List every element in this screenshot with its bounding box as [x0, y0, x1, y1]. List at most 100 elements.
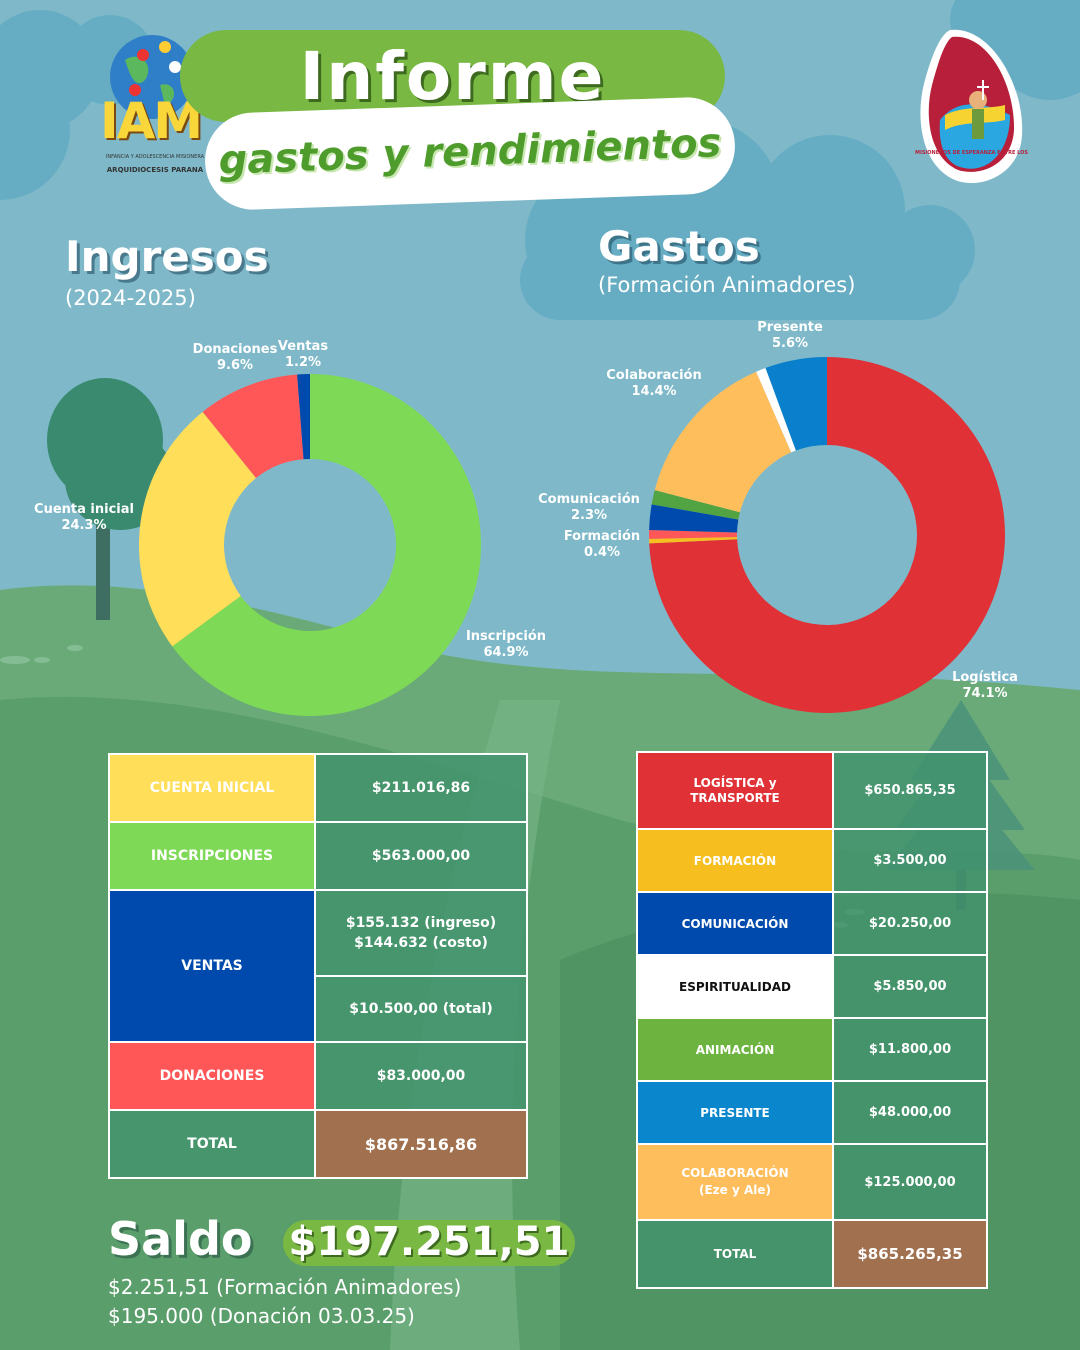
label-presente-name: Presente [757, 320, 823, 335]
gastos-donut-chart [649, 357, 1005, 713]
gastos-slice-4 [651, 490, 740, 520]
row-label-total-gastos: TOTAL [636, 1219, 834, 1289]
row-value-colaboracion: $125.000,00 [832, 1143, 988, 1221]
row-value-total: $867.516,86 [314, 1109, 528, 1179]
table-row: ESPIRITUALIDAD $5.850,00 [636, 954, 988, 1019]
page-subtitle: gastos y rendimientos [217, 120, 723, 184]
gastos-slice-5 [654, 371, 792, 513]
ingresos-slice-0 [172, 374, 481, 716]
gastos-slice-0 [649, 357, 1005, 713]
row-label-presente: PRESENTE [636, 1080, 834, 1145]
ingresos-slice-3 [297, 374, 310, 460]
ingresos-donut-chart [139, 374, 481, 716]
row-value-ventas-detail: $155.132 (ingreso) $144.632 (costo) [314, 889, 528, 977]
row-label-logistica-1: LOGÍSTICA y [693, 775, 777, 790]
label-inscripcion: Inscripción 64.9% [444, 629, 568, 661]
row-label-total: TOTAL [108, 1109, 316, 1179]
label-formacion: Formación 0.4% [550, 529, 654, 561]
label-presente-value: 5.6% [771, 336, 809, 351]
gastos-table: LOGÍSTICA y TRANSPORTE $650.865,35 FORMA… [636, 751, 988, 1289]
label-formacion-value: 0.4% [583, 545, 621, 560]
label-ventas-value: 1.2% [284, 355, 322, 370]
label-colaboracion: Colaboración 14.4% [598, 368, 710, 400]
table-row: LOGÍSTICA y TRANSPORTE $650.865,35 [636, 751, 988, 830]
row-value-espiritualidad: $5.850,00 [832, 954, 988, 1019]
gastos-slice-7 [765, 357, 827, 451]
table-row: PRESENTE $48.000,00 [636, 1080, 988, 1145]
label-cuenta-inicial-value: 24.3% [61, 518, 107, 533]
row-value-cuenta-inicial: $211.016,86 [314, 753, 528, 823]
gastos-slice-1 [649, 536, 738, 544]
row-label-ventas: VENTAS [108, 889, 316, 1043]
misioneros-logo-text: MISIONEROS DE ESPERANZA ENTRE LOS PUEBLO… [915, 150, 1030, 156]
gastos-title: Gastos [598, 222, 760, 271]
label-colaboracion-value: 14.4% [631, 384, 677, 399]
saldo-value: $197.251,51 [288, 1219, 570, 1265]
saldo-line-2: $195.000 (Donación 03.03.25) [108, 1304, 415, 1328]
saldo-line-1: $2.251,51 (Formación Animadores) [108, 1275, 462, 1299]
ingresos-slice-1 [139, 411, 257, 647]
row-label-animacion: ANIMACIÓN [636, 1017, 834, 1082]
row-label-inscripciones: INSCRIPCIONES [108, 821, 316, 891]
ingresos-subtitle: (2024-2025) [65, 286, 196, 310]
label-comunicacion: Comunicación 2.3% [530, 492, 648, 524]
ingresos-title: Ingresos [65, 232, 269, 281]
label-inscripcion-name: Inscripción [465, 629, 547, 644]
table-row: TOTAL $865.265,35 [636, 1219, 988, 1289]
label-presente: Presente 5.6% [740, 320, 840, 352]
row-label-colaboracion-2: (Eze y Ale) [698, 1183, 771, 1197]
label-comunicacion-name: Comunicación [538, 492, 640, 507]
gastos-subtitle: (Formación Animadores) [598, 273, 856, 297]
ingresos-table: CUENTA INICIAL $211.016,86 INSCRIPCIONES… [108, 753, 528, 1179]
row-label-espiritualidad: ESPIRITUALIDAD [636, 954, 834, 1019]
row-value-donaciones: $83.000,00 [314, 1041, 528, 1111]
table-row: VENTAS $155.132 (ingreso) $144.632 (cost… [108, 889, 528, 1043]
label-donaciones-name: Donaciones [192, 342, 278, 357]
row-value-total-gastos: $865.265,35 [832, 1219, 988, 1289]
row-label-cuenta-inicial: CUENTA INICIAL [108, 753, 316, 823]
ventas-costo: $144.632 (costo) [354, 935, 488, 951]
gastos-slice-3 [649, 504, 739, 533]
row-label-logistica-2: TRANSPORTE [690, 790, 780, 805]
iam-logo-caption-2: ARQUIDIÓCESIS PARANÁ [106, 166, 204, 174]
label-ventas-name: Ventas [277, 339, 329, 354]
table-row: CUENTA INICIAL $211.016,86 [108, 753, 528, 823]
label-cuenta-inicial-name: Cuenta inicial [34, 502, 134, 517]
label-logistica: Logística 74.1% [930, 670, 1040, 702]
table-row: $10.500,00 (total) [109, 975, 528, 1043]
row-value-comunicacion: $20.250,00 [832, 891, 988, 956]
misioneros-logo [920, 29, 1023, 183]
table-row: FORMACIÓN $3.500,00 [636, 828, 988, 893]
table-row: INSCRIPCIONES $563.000,00 [108, 821, 528, 891]
row-label-colaboracion-1: COLABORACIÓN [681, 1166, 789, 1180]
label-donaciones: Donaciones 9.6% [180, 342, 290, 374]
label-donaciones-value: 9.6% [216, 358, 254, 373]
label-cuenta-inicial: Cuenta inicial 24.3% [25, 502, 143, 534]
gastos-slice-2 [649, 529, 738, 539]
table-row: TOTAL $867.516,86 [108, 1109, 528, 1179]
label-colaboracion-name: Colaboración [606, 368, 702, 383]
saldo-pill [283, 1220, 575, 1266]
row-value-inscripciones: $563.000,00 [314, 821, 528, 891]
label-ventas: Ventas 1.2% [272, 339, 334, 371]
table-row: DONACIONES $83.000,00 [108, 1041, 528, 1111]
gastos-slice-6 [756, 367, 796, 453]
row-value-logistica: $650.865,35 [832, 751, 988, 830]
label-formacion-name: Formación [563, 529, 641, 544]
label-comunicacion-value: 2.3% [570, 508, 608, 523]
table-row: COLABORACIÓN (Eze y Ale) $125.000,00 [636, 1143, 988, 1221]
row-value-animacion: $11.800,00 [832, 1017, 988, 1082]
ventas-ingreso: $155.132 (ingreso) [345, 915, 497, 931]
label-logistica-name: Logística [952, 670, 1018, 685]
row-label-formacion: FORMACIÓN [636, 828, 834, 893]
ingresos-slice-2 [202, 374, 304, 479]
iam-logo-caption-1: INFANCIA Y ADOLESCENCIA MISIONERA [105, 154, 205, 160]
iam-logo [110, 35, 194, 119]
row-label-donaciones: DONACIONES [108, 1041, 316, 1111]
row-value-ventas-total: $10.500,00 (total) [314, 975, 528, 1043]
saldo-title: Saldo [108, 1212, 253, 1266]
iam-logo-text: IAM [100, 92, 203, 150]
label-logistica-value: 74.1% [962, 686, 1008, 701]
table-row: ANIMACIÓN $11.800,00 [636, 1017, 988, 1082]
